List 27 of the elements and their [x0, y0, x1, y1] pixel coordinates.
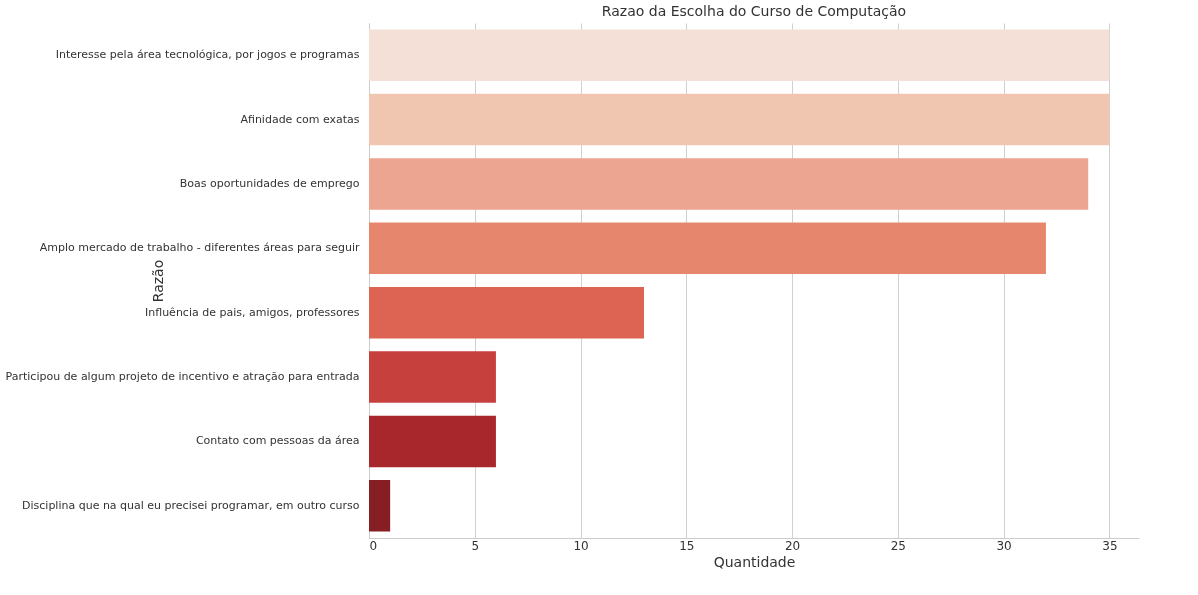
y-tick-label: Amplo mercado de trabalho - diferentes áreas para seguir: [39, 241, 360, 255]
bar: [369, 158, 1089, 210]
y-tick-label: Boas oportunidades de emprego: [179, 176, 360, 190]
x-tick-label: 10: [573, 538, 589, 553]
bar: [369, 29, 1110, 81]
x-tick-label: 20: [784, 538, 801, 553]
bar: [369, 222, 1046, 275]
bar: [369, 93, 1110, 146]
bar: [369, 415, 496, 468]
x-tick-label: 15: [679, 538, 695, 553]
y-tick-label: Participou de algum projeto de incentivo e atração para entrada: [5, 370, 360, 384]
x-tick-label: 5: [471, 538, 480, 553]
x-tick-label: 25: [890, 538, 906, 553]
y-tick-label: Contato com pessoas da área: [195, 434, 360, 448]
y-tick-label: Disciplina que na qual eu precisei programar, em outro curso: [22, 498, 360, 512]
bar: [369, 351, 496, 403]
y-axis-title: Razão: [149, 259, 166, 303]
x-tick-label: 35: [1102, 538, 1118, 553]
bar: [369, 286, 644, 339]
y-tick-label: Afinidade com exatas: [240, 112, 360, 126]
y-tick-label: Influência de pais, amigos, professores: [145, 305, 360, 319]
x-tick-label: 0: [369, 538, 378, 553]
chart-title: Razao da Escolha do Curso de Computação: [601, 3, 907, 19]
x-axis-title: Quantidade: [713, 553, 796, 570]
bar: [369, 480, 391, 532]
y-tick-label: Interesse pela área tecnológica, por jogos e programas: [55, 48, 360, 62]
x-tick-label: 30: [996, 538, 1012, 553]
